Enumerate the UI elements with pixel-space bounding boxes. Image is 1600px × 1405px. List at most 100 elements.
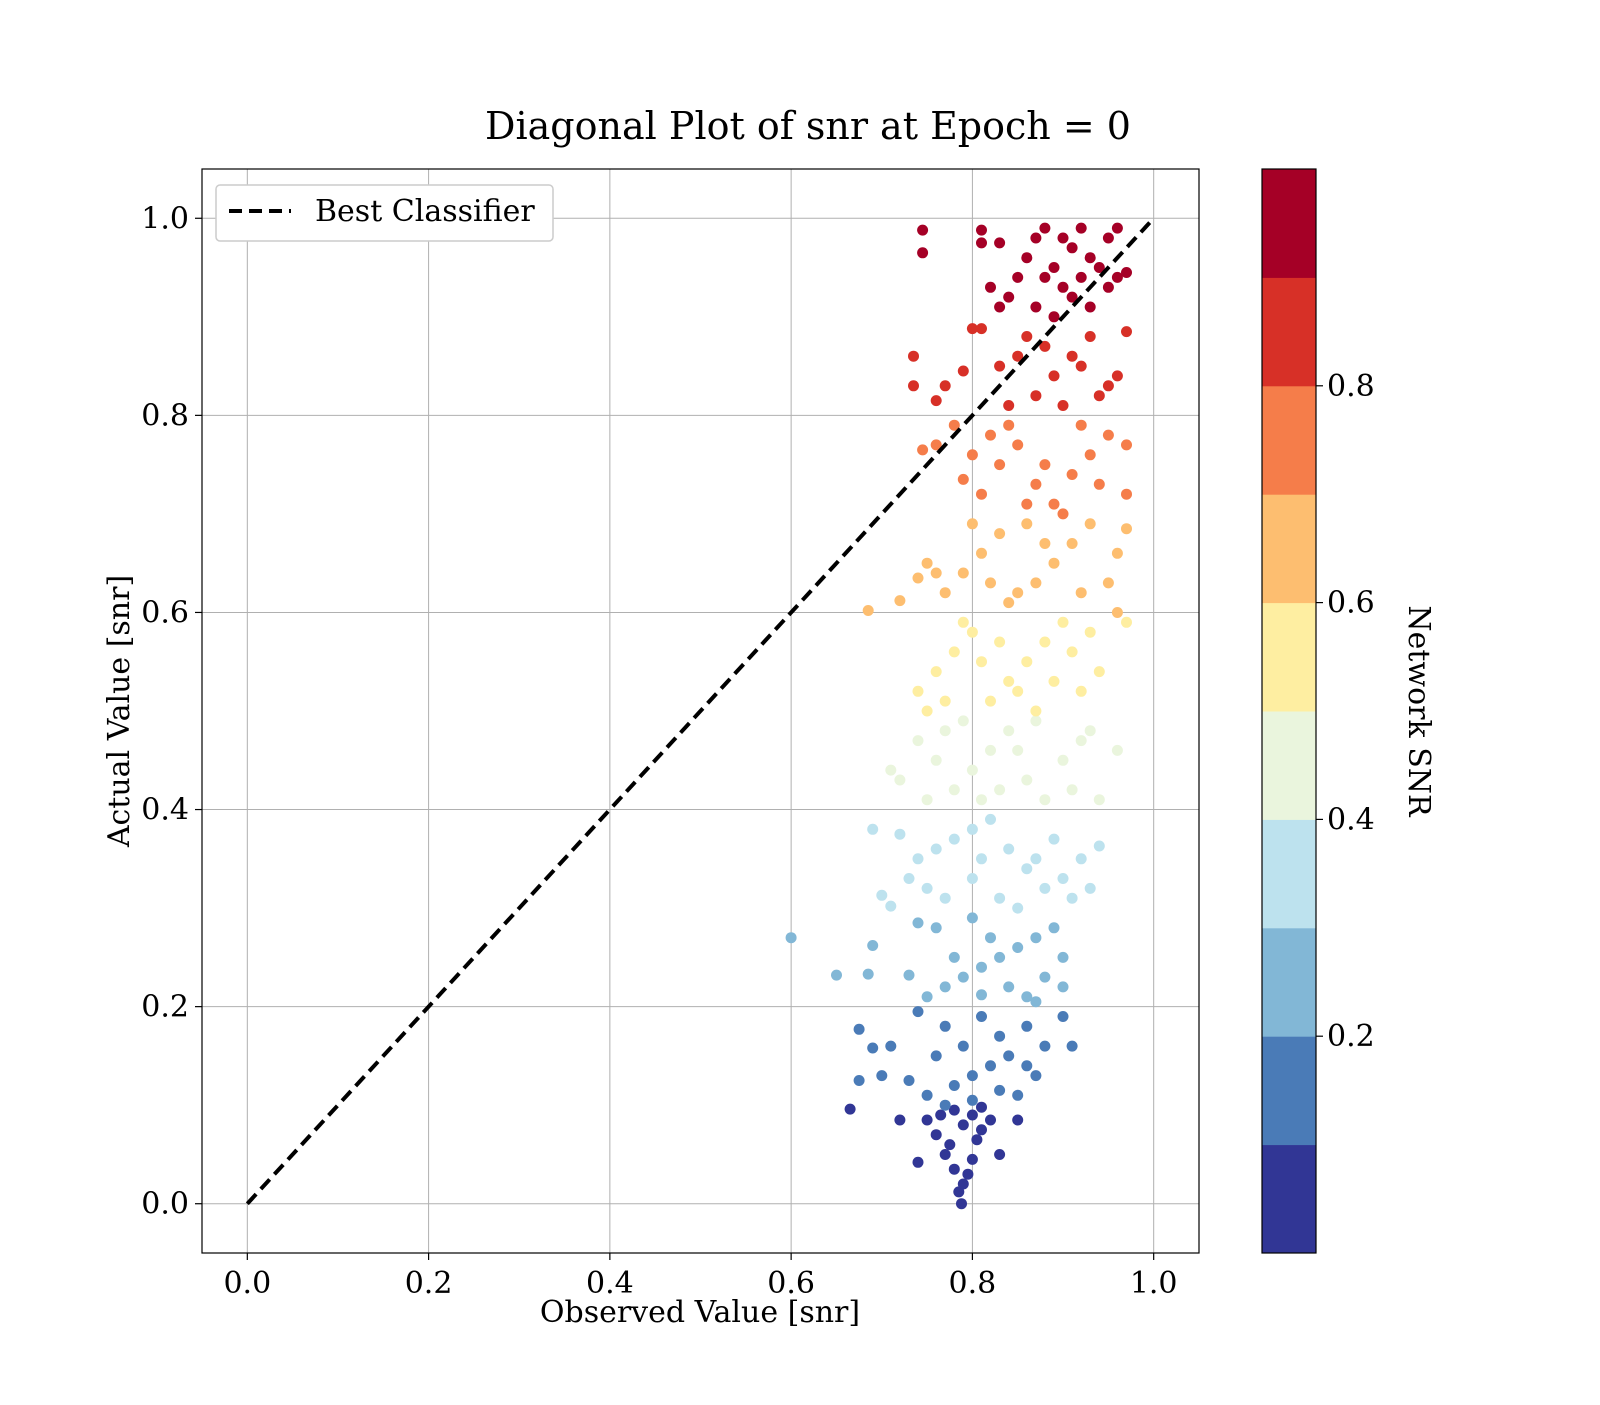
data-point [1102,281,1114,293]
colorbar-bin [1262,1036,1316,1146]
y-tick-label: 1.0 [141,201,189,236]
data-point [930,567,942,579]
data-point [1003,675,1015,687]
data-point [912,917,924,929]
data-point [939,892,951,904]
data-point [1048,370,1060,382]
data-point [1030,301,1042,313]
data-point [1003,291,1015,303]
data-point [1021,774,1033,786]
legend[interactable]: Best Classifier [215,184,554,242]
data-point [930,666,942,678]
data-point [1003,400,1015,411]
data-point [985,744,996,756]
data-point [994,237,1006,249]
data-point [921,794,933,806]
data-point [1039,222,1051,234]
data-point [939,981,951,993]
data-point [939,1149,951,1160]
data-point [976,1101,987,1113]
data-point [976,224,987,236]
colorbar-bin [1262,819,1316,929]
data-point [1003,419,1015,431]
data-point [1066,538,1078,549]
data-point [908,380,919,392]
data-point [994,951,1006,963]
colorbar-bin [1262,1144,1316,1254]
y-tick-label: 0.2 [141,990,189,1025]
data-point [1021,252,1033,264]
data-point [1030,996,1042,1008]
data-point [1084,449,1096,461]
data-point [994,892,1006,904]
data-point [939,1099,951,1111]
colorbar-bin [1262,385,1316,495]
data-point [831,969,842,981]
data-point [966,449,978,461]
data-point [921,1089,933,1101]
data-point [976,323,987,335]
data-point [944,1139,956,1151]
data-point [1066,291,1078,303]
data-point [948,1080,960,1091]
data-point [876,1070,888,1082]
data-point [948,1163,960,1175]
data-point [867,940,879,951]
grid-lines [202,169,1199,1253]
data-point [957,1040,969,1052]
data-point [985,932,996,944]
data-point [1048,498,1060,510]
data-point [1030,577,1042,589]
data-point [976,656,987,668]
data-point [1057,400,1069,411]
data-point [957,473,969,485]
colorbar-bin [1262,277,1316,387]
x-tick-label: 1.0 [1130,1266,1178,1301]
data-point [1003,597,1015,609]
data-point [994,1149,1006,1160]
y-tick-label: 0.6 [141,595,189,630]
colorbar-bins [1262,169,1316,1254]
data-point [1111,370,1123,382]
data-point [1021,518,1033,530]
data-point [930,439,942,451]
data-point [948,419,960,431]
data-point [966,323,978,335]
data-point [976,237,987,249]
data-point [1057,232,1069,244]
x-tick-label: 0.4 [586,1266,634,1301]
data-point [867,823,879,835]
data-point [1093,390,1105,402]
colorbar-bin [1262,494,1316,604]
data-point [976,989,987,1001]
x-axis-label: Observed Value [snr] [540,1295,860,1330]
data-point [1030,853,1042,865]
data-point [912,735,924,747]
data-point [1084,882,1096,894]
data-point [885,1040,897,1052]
data-point [1111,744,1123,756]
data-point [1048,311,1060,323]
y-tick-label: 0.0 [141,1187,189,1222]
data-point [903,1075,915,1086]
data-point [1084,252,1096,264]
data-point [894,595,906,607]
data-point [1102,577,1114,589]
data-point [1093,794,1105,806]
data-point [957,365,969,377]
data-point [1075,685,1087,697]
data-point [1012,587,1024,599]
data-point [912,853,924,865]
scatter-points [785,222,1132,1210]
data-point [957,715,969,727]
data-point [930,843,942,855]
data-point [948,646,960,658]
data-point [853,1023,865,1035]
data-point [1030,932,1042,944]
data-point [1066,242,1078,254]
data-point [930,1050,942,1062]
data-point [966,873,978,884]
legend-entry-label: Best Classifier [315,194,535,229]
data-point [948,1104,960,1116]
